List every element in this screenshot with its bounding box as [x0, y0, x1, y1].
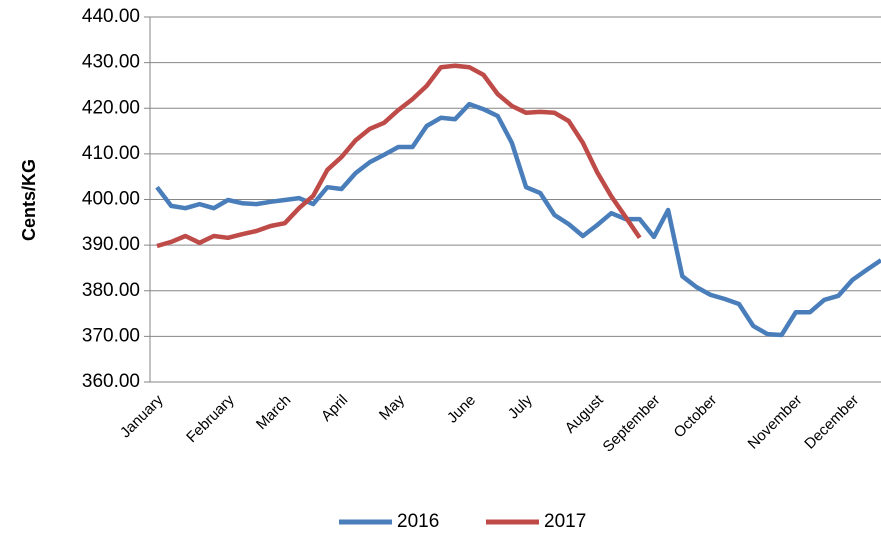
y-tick-label: 360.00	[82, 371, 140, 392]
x-tick-label: December	[801, 392, 862, 453]
x-tick-label: February	[183, 391, 238, 446]
x-tick-label: January	[117, 391, 167, 441]
y-tick-label: 370.00	[82, 325, 140, 346]
y-axis-label: Cents/KG	[19, 159, 39, 241]
y-tick-label: 440.00	[82, 6, 140, 27]
legend-label: 2017	[544, 511, 586, 532]
x-tick-label: October	[671, 392, 721, 442]
y-tick-label: 420.00	[82, 97, 140, 118]
x-tick-label: June	[444, 392, 479, 427]
x-tick-label: August	[562, 391, 608, 437]
x-tick-label: April	[318, 392, 351, 425]
x-tick-label: September	[600, 392, 664, 456]
x-tick-label: July	[505, 391, 536, 422]
x-tick-label: November	[745, 392, 806, 453]
x-tick-label: May	[376, 391, 408, 423]
legend-label: 2016	[397, 511, 439, 532]
y-tick-label: 400.00	[82, 189, 140, 210]
series-line	[155, 101, 881, 338]
series-line	[156, 63, 642, 249]
x-tick-label: March	[253, 392, 294, 433]
y-tick-label: 380.00	[82, 280, 140, 301]
y-tick-label: 430.00	[82, 52, 140, 73]
y-tick-label: 390.00	[82, 234, 140, 255]
y-tick-label: 410.00	[82, 143, 140, 164]
